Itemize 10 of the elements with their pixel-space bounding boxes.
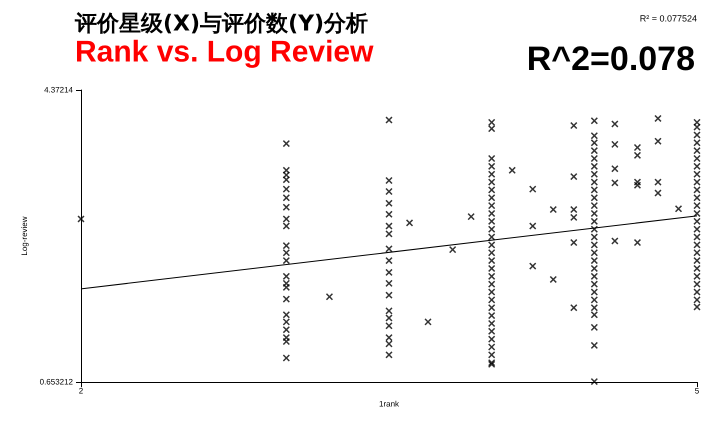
chart-title: 评价星级(X)与评价数(Y)分析: [74, 12, 368, 36]
y-tick-label: 4.37214: [44, 86, 74, 94]
text: R² = 0.077524: [640, 14, 698, 24]
y-axis-title: Log-review: [20, 216, 30, 256]
x-tick-label: 2: [78, 386, 84, 396]
x-axis-title: 1rank: [378, 400, 400, 408]
chart-subtitle: Rank vs. Log Review: [75, 36, 374, 68]
y-tick-label: 0.653212: [40, 378, 74, 387]
text: R^2=0.078: [526, 40, 696, 78]
x-tick-label: 5: [694, 386, 700, 396]
